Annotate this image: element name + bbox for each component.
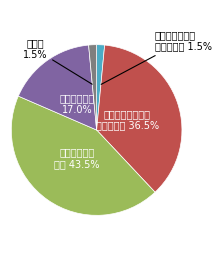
Wedge shape (11, 96, 155, 215)
Text: おおよその内容は
知っている 36.5%: おおよその内容は 知っている 36.5% (96, 109, 159, 130)
Text: 内容まで詳しく
知っている 1.5%: 内容まで詳しく 知っている 1.5% (101, 30, 212, 85)
Text: 知らなかった
17.0%: 知らなかった 17.0% (60, 93, 95, 115)
Text: 名前は知って
いる 43.5%: 名前は知って いる 43.5% (54, 147, 100, 169)
Wedge shape (97, 45, 182, 192)
Wedge shape (97, 45, 105, 130)
Text: 無回答
1.5%: 無回答 1.5% (23, 38, 92, 84)
Wedge shape (89, 45, 97, 130)
Wedge shape (18, 45, 97, 130)
